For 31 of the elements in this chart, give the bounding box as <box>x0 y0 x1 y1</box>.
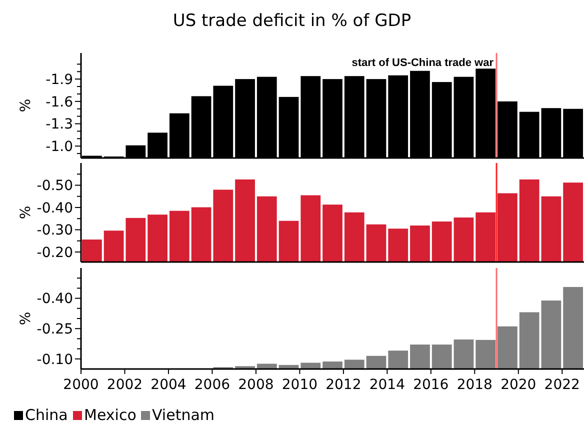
x-tick-label: 2006 <box>194 377 230 393</box>
x-tick-label: 2008 <box>238 377 274 393</box>
y-axis-title: % <box>18 312 34 326</box>
y-tick-label: -0.50 <box>36 178 73 194</box>
y-tick-label: -1.0 <box>46 138 73 155</box>
x-tick-label: 2014 <box>369 377 406 393</box>
y-tick-label: -0.10 <box>36 352 73 368</box>
legend-label: China <box>25 406 68 424</box>
y-tick-label: -1.6 <box>46 94 74 110</box>
y-tick-label: -1.3 <box>46 116 73 133</box>
x-tick-label: 2018 <box>456 377 492 393</box>
y-tick-label: -0.25 <box>36 322 73 338</box>
ref-line-label: start of US-China trade war <box>352 57 494 69</box>
x-tick-label: 2022 <box>544 377 580 393</box>
legend-label: Mexico <box>84 406 136 424</box>
y-axis-title: % <box>18 98 34 112</box>
y-tick-label: -0.20 <box>36 244 73 261</box>
x-tick-label: 2012 <box>326 377 362 393</box>
y-tick-label: -0.40 <box>36 291 73 308</box>
y-axis-title: % <box>18 206 34 220</box>
y-tick-label: -0.30 <box>36 222 73 239</box>
chart-title: US trade deficit in % of GDP <box>172 11 412 31</box>
x-tick-label: 2000 <box>63 377 99 393</box>
x-tick-label: 2016 <box>413 377 449 393</box>
x-tick-label: 2020 <box>500 377 536 393</box>
y-tick-label: -0.40 <box>36 200 73 216</box>
x-tick-label: 2002 <box>106 377 143 393</box>
legend-label: Vietnam <box>152 406 215 424</box>
y-tick-label: -1.9 <box>46 72 73 88</box>
x-tick-label: 2010 <box>282 377 318 393</box>
x-tick-label: 2004 <box>150 377 186 393</box>
